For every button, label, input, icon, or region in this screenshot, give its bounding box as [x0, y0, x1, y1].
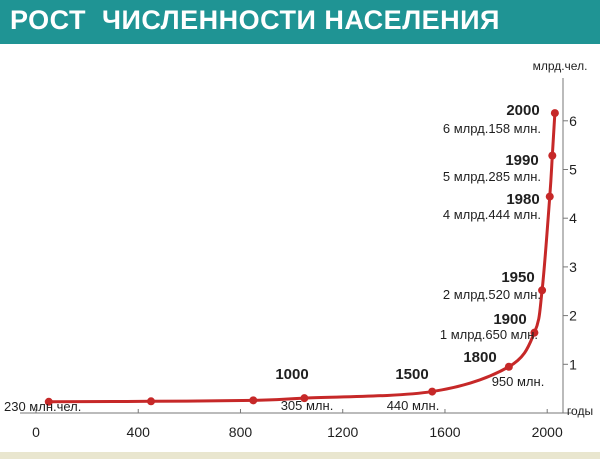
y-tick-label: 3 — [569, 259, 577, 275]
annotation-value: 2 млрд.520 млн. — [443, 287, 541, 302]
data-point — [545, 192, 554, 201]
y-axis-label: млрд.чел. — [533, 59, 588, 73]
annotation-year: 1500 — [395, 366, 428, 383]
annotation-value: 950 млн. — [492, 374, 545, 389]
y-tick-label: 4 — [569, 210, 577, 226]
annotation-year: 2000 — [506, 102, 539, 119]
annotation-year: 1990 — [505, 152, 538, 169]
data-point — [538, 286, 547, 295]
x-tick-label: 1600 — [429, 424, 460, 440]
annotation-value: 5 млрд.285 млн. — [443, 169, 541, 184]
data-point — [548, 151, 557, 160]
y-tick-label: 1 — [569, 356, 577, 372]
annotation-value: 4 млрд.444 млн. — [443, 207, 541, 222]
data-point — [147, 397, 156, 406]
annotation-value: 6 млрд.158 млн. — [443, 121, 541, 136]
y-tick-label: 6 — [569, 113, 577, 129]
data-point — [44, 397, 53, 406]
x-tick-label: 2000 — [532, 424, 563, 440]
annotation-value: 440 млн. — [387, 398, 440, 413]
y-tick-label: 5 — [569, 162, 577, 178]
data-point — [530, 328, 539, 337]
data-point — [249, 396, 258, 405]
title-banner: РОСТ ЧИСЛЕННОСТИ НАСЕЛЕНИЯ — [0, 0, 600, 44]
x-axis-label: годы — [567, 404, 593, 418]
x-tick-label: 400 — [127, 424, 151, 440]
annotation-year: 1800 — [463, 349, 496, 366]
annotation-year: 1950 — [501, 269, 534, 286]
annotation-year: 1000 — [275, 366, 308, 383]
bottom-strip — [0, 452, 600, 459]
data-point — [428, 387, 437, 396]
x-tick-label: 1200 — [327, 424, 358, 440]
x-tick-label: 800 — [229, 424, 253, 440]
annotation-value: 230 млн.чел. — [4, 399, 81, 414]
x-tick-label: 0 — [32, 424, 40, 440]
annotation-value: 1 млрд.650 млн. — [440, 327, 538, 342]
data-point — [300, 394, 309, 403]
data-point — [504, 362, 513, 371]
annotation-year: 1980 — [506, 191, 539, 208]
y-tick-label: 2 — [569, 308, 577, 324]
annotation-value: 305 млн. — [281, 398, 334, 413]
data-point — [550, 109, 559, 118]
annotation-year: 1900 — [493, 311, 526, 328]
chart-title: РОСТ ЧИСЛЕННОСТИ НАСЕЛЕНИЯ — [10, 5, 500, 35]
